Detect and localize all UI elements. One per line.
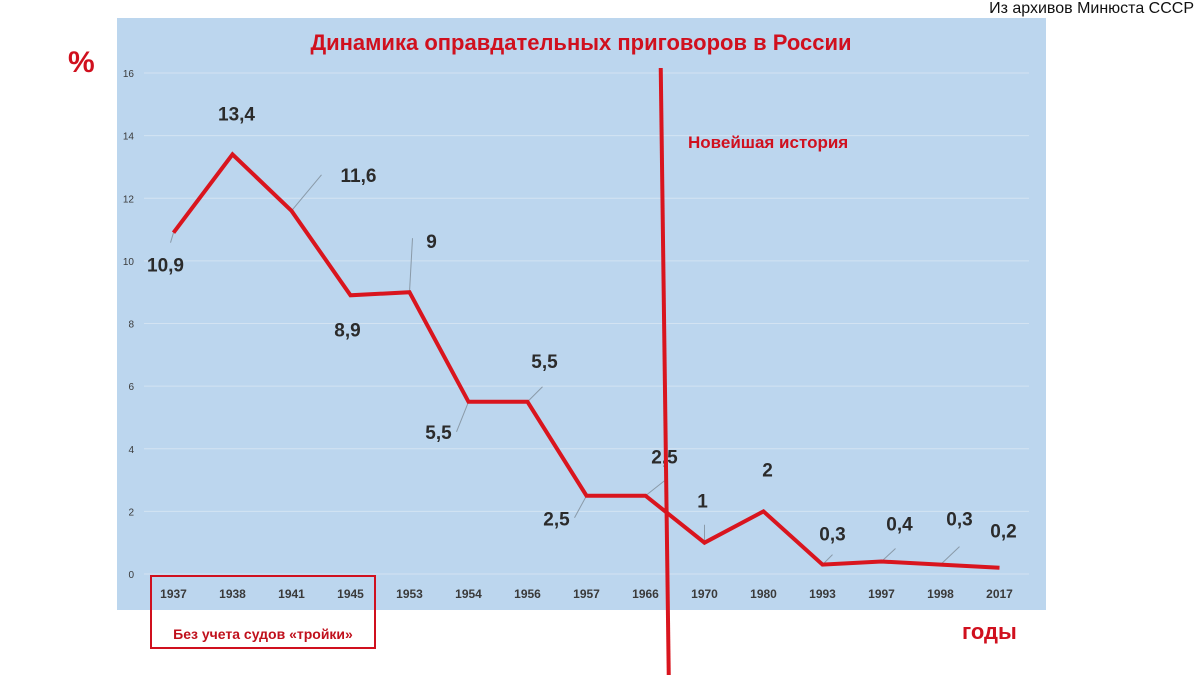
- leader-line-1937: [170, 232, 174, 243]
- x-tick-2017: 2017: [986, 587, 1013, 601]
- x-tick-1956: 1956: [514, 587, 541, 601]
- data-label-1980: 2: [762, 460, 773, 481]
- x-tick-1941: 1941: [278, 587, 305, 601]
- data-label-1966: 2,5: [651, 448, 678, 469]
- x-tick-1970: 1970: [691, 587, 718, 601]
- data-label-1941: 11,6: [341, 166, 377, 187]
- chart-title: Динамика оправдательных приговоров в Рос…: [310, 30, 851, 55]
- y-tick-16: 16: [123, 69, 135, 80]
- leader-line-1953: [409, 238, 413, 293]
- x-tick-1993: 1993: [809, 587, 836, 601]
- leader-line-1966: [645, 480, 665, 497]
- data-label-1997: 0,4: [886, 514, 913, 535]
- x-tick-1997: 1997: [868, 587, 895, 601]
- data-label-1953: 9: [426, 232, 437, 253]
- x-tick-1980: 1980: [750, 587, 777, 601]
- data-label-1954: 5,5: [425, 423, 452, 444]
- leader-line-1941: [291, 174, 322, 212]
- leader-line-1954: [456, 401, 469, 432]
- x-tick-1938: 1938: [219, 587, 246, 601]
- troika-note-box: [150, 575, 376, 649]
- x-tick-1998: 1998: [927, 587, 954, 601]
- x-tick-labels: 1937 1938 1941 1945 1953 1954 1956 1957 1966 1970…: [160, 587, 1013, 601]
- y-tick-10: 10: [123, 257, 135, 268]
- y-tick-0: 0: [128, 570, 134, 581]
- y-axis-unit-label: %: [68, 46, 95, 79]
- data-label-2017: 0,2: [990, 522, 1016, 543]
- leader-line-1957: [574, 495, 587, 518]
- data-label-1945: 8,9: [334, 320, 360, 341]
- chart-panel: 0 2 4 6 8 10 12 14 16 1937 1938 1941 1945 1953 1954 19…: [117, 18, 1046, 610]
- leader-line-1997: [881, 548, 896, 562]
- y-tick-6: 6: [128, 382, 134, 393]
- x-axis-label: годы: [962, 619, 1017, 644]
- data-label-1957: 2,5: [543, 510, 570, 531]
- data-label-1938: 13,4: [218, 104, 255, 125]
- data-label-1956: 5,5: [531, 352, 558, 373]
- x-tick-1953: 1953: [396, 587, 423, 601]
- data-label-1937: 10,9: [147, 256, 184, 277]
- troika-note-text: Без учета судов «тройки»: [173, 626, 353, 642]
- y-tick-8: 8: [128, 320, 134, 331]
- x-tick-1937: 1937: [160, 587, 187, 601]
- data-label-1970: 1: [697, 492, 708, 513]
- leader-line-1956: [527, 386, 543, 403]
- grid-lines: [144, 72, 1029, 575]
- label-leader-lines: [170, 174, 960, 565]
- series-line: [171, 151, 1000, 570]
- y-tick-2: 2: [128, 507, 134, 518]
- leader-line-1998: [940, 546, 960, 565]
- y-tick-labels: 0 2 4 6 8 10 12 14 16: [123, 69, 135, 581]
- y-tick-4: 4: [128, 445, 134, 456]
- x-tick-1954: 1954: [455, 587, 482, 601]
- modern-history-label: Новейшая история: [688, 133, 848, 152]
- x-tick-1957: 1957: [573, 587, 600, 601]
- data-labels: 10,9 13,4 11,6 8,9 9 5,5 5,5 2,5 2,5 1 2 0,3 0,4 0,3 0…: [147, 104, 1017, 545]
- x-tick-1966: 1966: [632, 587, 659, 601]
- x-tick-1945: 1945: [337, 587, 364, 601]
- y-tick-14: 14: [123, 132, 135, 143]
- data-label-1998: 0,3: [946, 510, 972, 531]
- source-note: Из архивов Минюста СССР: [989, 0, 1194, 17]
- y-tick-12: 12: [123, 194, 135, 205]
- data-label-1993: 0,3: [819, 525, 845, 546]
